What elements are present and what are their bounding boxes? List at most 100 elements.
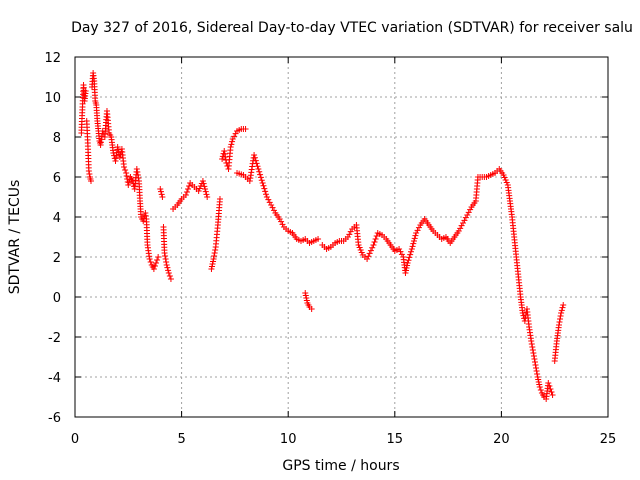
data-point <box>533 365 540 371</box>
data-point <box>199 178 206 184</box>
data-point <box>186 183 193 189</box>
chart-title: Day 327 of 2016, Sidereal Day-to-day VTE… <box>71 20 633 36</box>
data-point <box>556 319 563 325</box>
data-point <box>153 260 160 266</box>
data-point <box>85 168 92 174</box>
data-point <box>164 264 171 271</box>
data-point <box>415 224 422 231</box>
data-point <box>134 169 141 175</box>
data-point <box>183 189 190 195</box>
data-point <box>366 250 373 257</box>
data-point <box>159 194 166 200</box>
data-point <box>560 302 567 308</box>
data-point <box>530 350 537 356</box>
data-point <box>222 154 229 160</box>
data-point <box>276 216 283 222</box>
data-point <box>261 185 268 192</box>
data-point <box>455 228 462 234</box>
data-point <box>134 172 141 178</box>
data-point <box>413 230 420 236</box>
data-point <box>270 207 277 214</box>
data-point <box>408 248 415 255</box>
data-point <box>549 392 556 398</box>
data-point <box>365 253 372 260</box>
data-point <box>411 235 418 242</box>
data-point <box>201 183 208 190</box>
data-point <box>260 182 267 189</box>
data-point <box>182 192 189 198</box>
data-point <box>458 222 465 229</box>
data-point <box>367 247 374 254</box>
data-point <box>147 259 154 265</box>
data-point <box>121 164 128 170</box>
data-point <box>545 380 552 386</box>
data-point <box>158 191 165 198</box>
data-point <box>405 257 412 264</box>
data-point <box>559 304 566 311</box>
data-point <box>398 251 405 258</box>
data-point <box>546 383 553 389</box>
data-point <box>461 217 468 224</box>
data-point <box>460 220 467 226</box>
data-point <box>212 247 219 253</box>
plot-frame <box>74 56 609 418</box>
data-point <box>555 322 562 328</box>
data-point <box>232 130 239 137</box>
data-point <box>373 233 380 239</box>
data-point <box>464 212 471 218</box>
data-point <box>231 133 238 140</box>
data-point <box>184 186 191 192</box>
data-point <box>548 389 555 395</box>
data-point <box>163 259 170 265</box>
data-point <box>263 194 270 200</box>
data-point <box>268 202 275 208</box>
data-point <box>467 206 474 213</box>
data-point <box>227 144 234 150</box>
data-point <box>254 163 261 170</box>
data-point <box>347 228 354 235</box>
data-point <box>262 188 269 195</box>
data-point <box>135 175 142 181</box>
data-point <box>259 180 266 186</box>
data-point <box>529 344 536 350</box>
data-point <box>123 173 130 179</box>
data-point <box>404 260 411 266</box>
data-point <box>529 347 536 353</box>
data-point <box>371 239 378 245</box>
data-point <box>200 180 207 187</box>
data-point <box>279 221 286 228</box>
x-tick-label: 25 <box>600 432 617 447</box>
data-point <box>155 254 162 260</box>
y-tick-label: 6 <box>53 171 61 186</box>
data-point <box>410 240 417 247</box>
data-point <box>216 196 223 202</box>
data-point <box>228 141 235 148</box>
data-point <box>165 267 172 274</box>
data-point <box>406 254 413 261</box>
data-point <box>258 177 265 184</box>
data-point <box>269 204 276 211</box>
data-point <box>126 179 133 186</box>
data-point <box>166 273 173 279</box>
data-point <box>204 194 211 200</box>
data-point <box>531 356 538 362</box>
data-point <box>251 154 258 161</box>
data-point <box>528 341 535 347</box>
data-point <box>252 157 259 164</box>
data-point <box>256 168 263 175</box>
data-point <box>414 227 421 234</box>
data-point <box>558 307 565 314</box>
data-point <box>219 156 226 162</box>
data-point <box>536 384 543 390</box>
data-point <box>255 166 262 172</box>
data-point <box>203 191 210 198</box>
y-tick-label: -4 <box>48 371 61 386</box>
data-point <box>558 310 565 316</box>
data-point <box>265 196 272 203</box>
data-point <box>150 266 157 272</box>
data-point <box>369 244 376 251</box>
data-point <box>125 182 132 188</box>
data-point <box>157 186 164 192</box>
data-point <box>266 199 273 206</box>
data-point <box>409 243 416 250</box>
